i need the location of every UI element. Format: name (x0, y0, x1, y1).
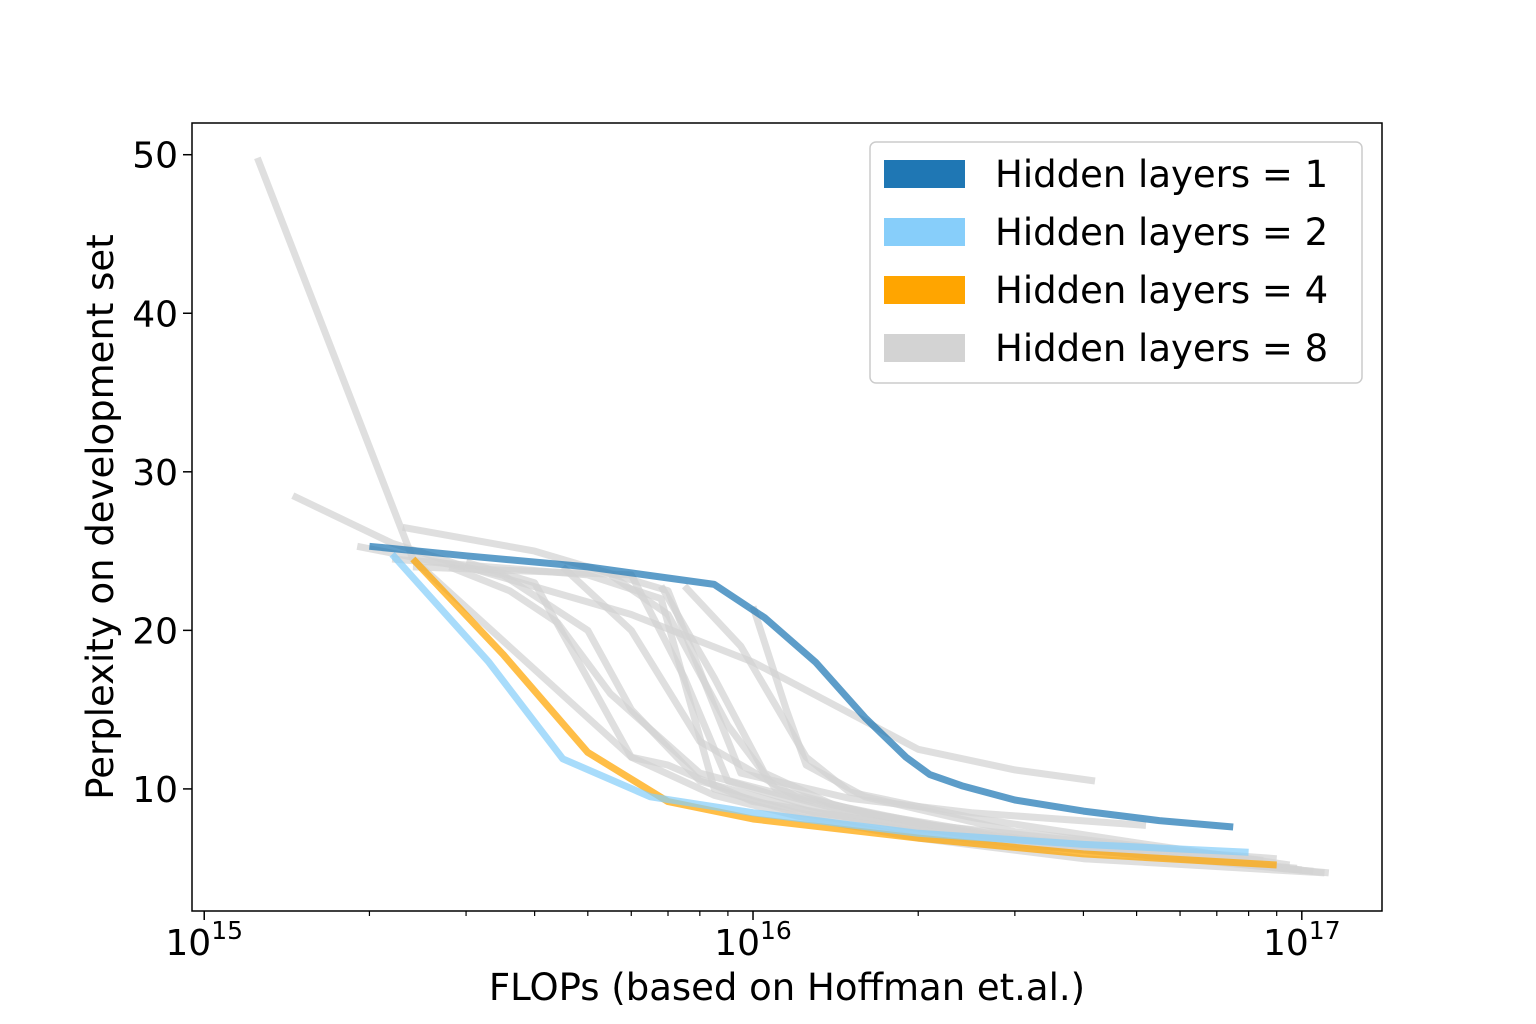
legend-label: Hidden layers = 4 (995, 269, 1328, 312)
y-tick-label: 20 (132, 611, 178, 652)
legend-swatch (884, 218, 965, 246)
series-line-14 (410, 556, 1277, 869)
series-line-15 (389, 551, 1249, 856)
legend-box (869, 141, 1363, 384)
legend-swatch (884, 160, 965, 188)
plot-frame (191, 122, 1383, 912)
series-layer (254, 156, 1330, 877)
y-tick-label: 40 (132, 294, 178, 335)
y-axis-ticks: 10 20 30 40 50 (132, 136, 192, 811)
series-line-3 (402, 523, 1147, 829)
x-tick-label: 1017 (1263, 916, 1341, 964)
legend-swatch (884, 276, 965, 304)
legend-label: Hidden layers = 8 (995, 327, 1328, 370)
y-tick-label: 50 (132, 136, 178, 177)
series-line-8 (465, 558, 1249, 864)
y-tick-label: 30 (132, 453, 178, 494)
series-line-1 (254, 156, 1325, 877)
x-axis-label: FLOPs (based on Hoffman et.al.) (489, 966, 1085, 1009)
y-axis-label: Perplexity on development set (79, 234, 122, 799)
legend: Hidden layers = 1 Hidden layers = 2 Hidden… (869, 141, 1363, 384)
x-tick-label: 1016 (714, 916, 792, 964)
legend-label: Hidden layers = 1 (995, 153, 1328, 196)
x-tick-label: 1015 (165, 916, 243, 964)
series-line-13 (749, 605, 1264, 864)
legend-swatch (884, 334, 965, 362)
x-axis-ticks: 1015 1016 1017 (165, 911, 1341, 964)
series-line-16 (369, 542, 1234, 831)
y-tick-label: 10 (132, 770, 178, 811)
legend-label: Hidden layers = 2 (995, 211, 1328, 254)
